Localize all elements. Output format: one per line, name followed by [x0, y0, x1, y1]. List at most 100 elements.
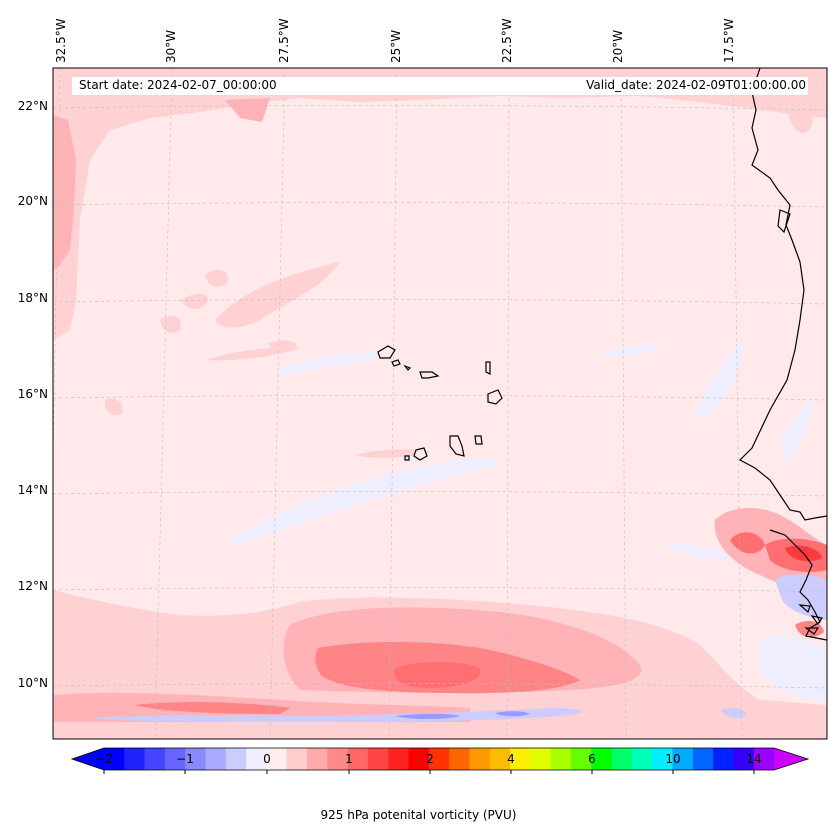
cbar-tick-1: 1: [345, 752, 353, 766]
lat-label-14n: 14°N: [17, 483, 48, 497]
island-sal: [485, 361, 491, 375]
pv-contour-south-red-band: [135, 702, 290, 714]
island-boa-vista: [487, 389, 503, 405]
colorbar-swatch: [449, 748, 470, 770]
pv-coast-neg-3: [760, 635, 827, 700]
colorbar-swatch: [631, 748, 653, 770]
cbar-tick-0: 0: [263, 752, 271, 766]
pv-contour-north: [53, 68, 827, 340]
island-sao-nicolau: [419, 371, 440, 379]
colorbar-swatch: [185, 748, 207, 770]
colorbar-swatch: [570, 748, 592, 770]
colorbar-over-arrow: [774, 748, 808, 770]
island-santa-luzia: [403, 364, 412, 371]
pv-blob-2: [182, 293, 208, 310]
pv-blob-5: [104, 398, 123, 416]
colorbar-swatch: [388, 748, 410, 770]
pv-contour-south-blue-core-2: [495, 711, 530, 717]
africa-coast: [739, 68, 827, 521]
pv-neg-streak-1: [228, 457, 499, 545]
colorbar-swatch: [530, 748, 552, 770]
lat-label-22n: 22°N: [17, 99, 48, 113]
colorbar-swatch: [713, 748, 734, 770]
lon-label-32-5w: 32.5°W: [54, 18, 68, 63]
lon-label-17-5w: 17.5°W: [722, 18, 736, 63]
colorbar-swatch: [753, 748, 775, 770]
colorbar-swatch: [266, 748, 288, 770]
colorbar-swatch: [286, 748, 308, 770]
map-frame: [52, 67, 828, 740]
colorbar-swatch: [367, 748, 389, 770]
colorbar-swatch: [104, 748, 125, 770]
pv-neg-streak-3: [695, 340, 745, 420]
colorbar-swatch: [489, 748, 511, 770]
colorbar-swatch: [144, 748, 166, 770]
pv-contour-south-red-core: [394, 662, 481, 688]
pv-contour-north-patch: [225, 98, 270, 122]
pv-blob-3: [205, 269, 229, 287]
cbar-tick-neg2: −2: [95, 752, 113, 766]
colorbar-swatch: [205, 748, 227, 770]
colorbar-label: 925 hPa potenital vorticity (PVU): [320, 808, 517, 822]
cbar-tick-10: 10: [665, 752, 681, 766]
cbar-tick-neg1: −1: [176, 752, 194, 766]
pv-neg-streak-5: [665, 543, 730, 560]
lon-label-25w: 25°W: [389, 29, 403, 63]
colorbar-swatch: [408, 748, 430, 770]
pv-contour-south-blue-band: [90, 708, 583, 722]
colorbar-swatch: [164, 748, 186, 770]
colorbar-swatch: [225, 748, 247, 770]
colorbar-swatch: [327, 748, 349, 770]
start-date-label: Start date: 2024-02-07_00:00:00: [79, 78, 277, 92]
bijagos-islands: [798, 604, 823, 635]
cbar-tick-2: 2: [426, 752, 434, 766]
lon-label-27-5w: 27.5°W: [277, 18, 291, 63]
island-santo-antao: [377, 345, 396, 359]
colorbar-under-arrow: [72, 748, 104, 770]
lon-label-22-5w: 22.5°W: [500, 18, 514, 63]
pv-field: [53, 68, 827, 739]
island-sao-vicente: [391, 359, 401, 367]
colorbar-swatch: [611, 748, 633, 770]
pv-blob-6: [205, 347, 300, 361]
colorbar-swatch: [672, 748, 694, 770]
lon-label-20w: 20°W: [611, 29, 625, 63]
map-gridlines: [53, 68, 827, 739]
pv-blob-8: [268, 340, 297, 351]
colorbar: [70, 747, 810, 774]
colorbar-swatch: [692, 748, 714, 770]
pv-contour-south-blue-patch: [722, 708, 746, 718]
cbar-tick-14: 14: [746, 752, 762, 766]
pv-contour-south-blue-core: [395, 713, 460, 719]
pv-coast-pos-6: [785, 98, 813, 133]
colorbar-swatch: [469, 748, 491, 770]
pv-neg-streak-2: [275, 351, 400, 376]
info-box: [72, 77, 808, 95]
valid-date-label: Valid_date: 2024-02-09T01:00:00.00: [586, 78, 806, 92]
pv-coast-pos-2: [730, 532, 765, 554]
africa-coast-islets: [777, 209, 791, 234]
lon-label-30w: 30°W: [164, 29, 178, 63]
colorbar-swatch: [733, 748, 755, 770]
island-santiago: [449, 435, 465, 457]
lat-label-18n: 18°N: [17, 291, 48, 305]
colorbar-swatch: [347, 748, 369, 770]
island-brava: [404, 455, 410, 461]
island-fogo: [413, 447, 428, 461]
colorbar-swatch: [124, 748, 146, 770]
lat-label-12n: 12°N: [17, 579, 48, 593]
colorbar-swatch: [428, 748, 450, 770]
pv-blob-1: [215, 262, 340, 328]
colorbar-swatch: [246, 748, 267, 770]
pv-coast-neg-1: [775, 574, 827, 620]
pv-neg-streak-6: [780, 395, 815, 462]
colorbar-swatch: [652, 748, 673, 770]
cape-verde-islands: [377, 345, 503, 461]
lat-label-20n: 20°N: [17, 194, 48, 208]
cbar-tick-6: 6: [588, 752, 596, 766]
pv-neg-streak-4: [600, 344, 660, 357]
lat-label-10n: 10°N: [17, 676, 48, 690]
colorbar-swatch: [550, 748, 572, 770]
colorbar-swatch: [307, 748, 328, 770]
